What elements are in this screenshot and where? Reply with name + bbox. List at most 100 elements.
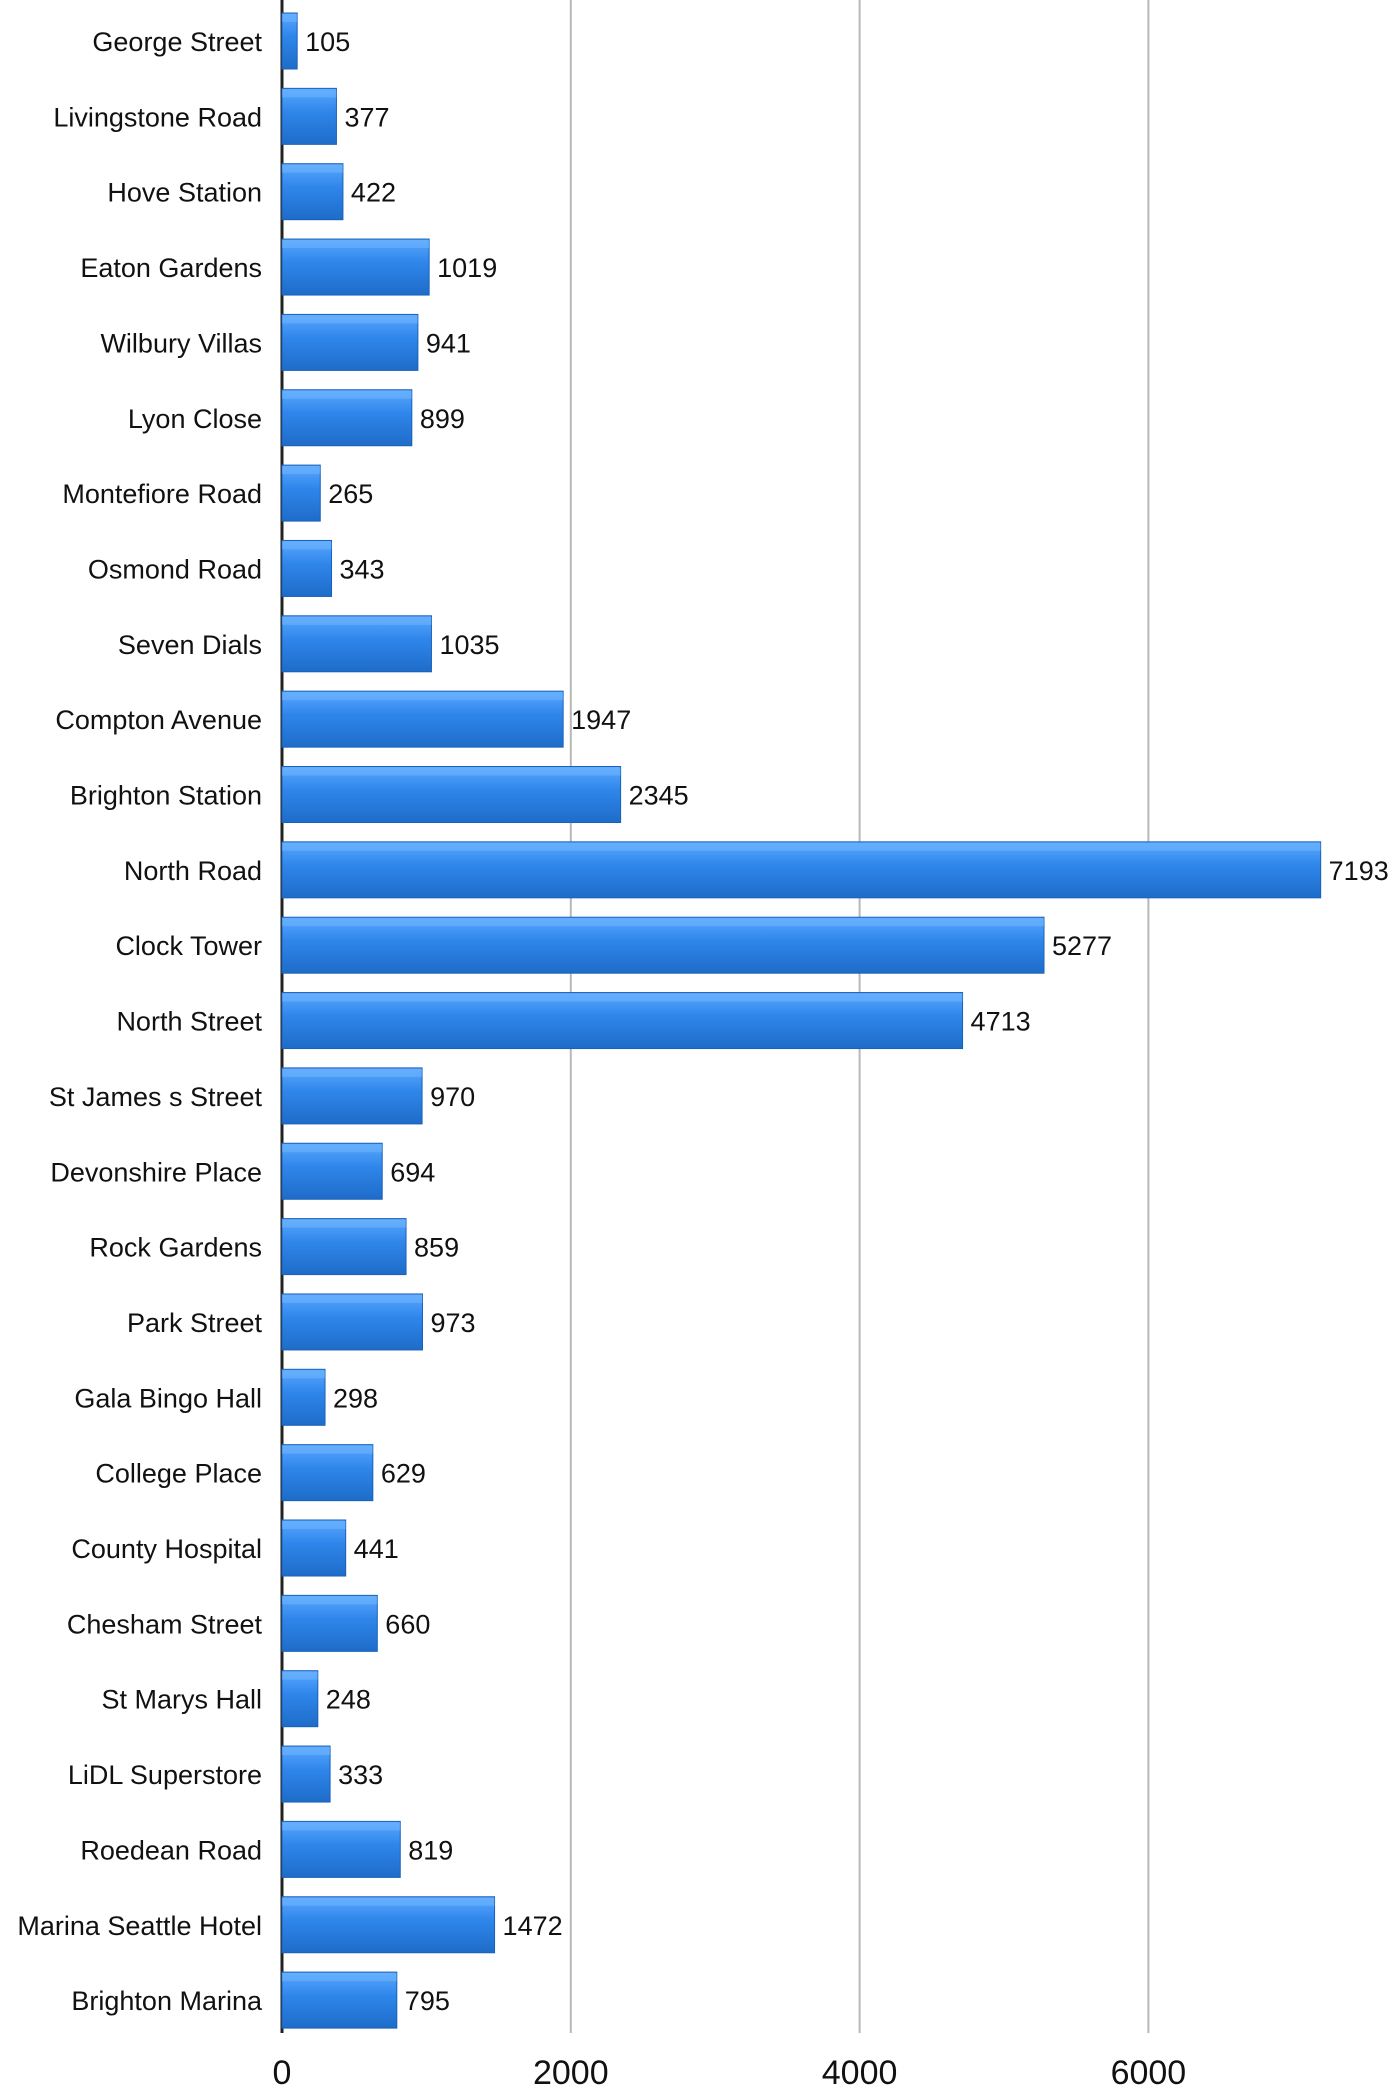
x-tick-label-2000: 2000 — [533, 2054, 609, 2088]
bar-highlight-25 — [282, 1897, 495, 1906]
bar-17 — [281, 1293, 424, 1351]
bar-24 — [281, 1820, 401, 1878]
bar-group-7: Osmond Road 343 — [88, 539, 385, 597]
bar-highlight-17 — [282, 1294, 423, 1303]
value-label-16: 859 — [414, 1233, 459, 1263]
bar-6 — [281, 464, 321, 522]
bar-highlight-18 — [282, 1370, 326, 1379]
value-label-24: 819 — [408, 1835, 453, 1865]
bar-12 — [281, 916, 1045, 974]
bar-group-6: Montefiore Road 265 — [62, 464, 373, 522]
value-label-26: 795 — [405, 1986, 450, 2016]
bar-4 — [281, 313, 419, 371]
value-label-6: 265 — [328, 479, 373, 509]
value-label-22: 248 — [326, 1685, 371, 1715]
value-label-10: 2345 — [629, 781, 689, 811]
bar-group-19: College Place 629 — [95, 1444, 426, 1502]
bar-group-12: Clock Tower 5277 — [115, 916, 1112, 974]
bar-20 — [281, 1519, 347, 1577]
value-label-21: 660 — [385, 1609, 430, 1639]
category-label-1: Livingstone Road — [53, 102, 262, 132]
bar-highlight-0 — [282, 14, 298, 22]
value-label-20: 441 — [354, 1534, 399, 1564]
bar-group-11: North Road 7193 — [124, 841, 1389, 899]
bar-highlight-8 — [282, 616, 432, 625]
bar-highlight-7 — [282, 541, 332, 550]
bar-13 — [281, 992, 964, 1050]
bar-3 — [281, 238, 430, 296]
category-label-2: Hove Station — [107, 178, 262, 208]
bar-group-0: George Street 105 — [92, 12, 350, 70]
bar-highlight-14 — [282, 1068, 423, 1077]
value-label-4: 941 — [426, 328, 471, 358]
bar-group-8: Seven Dials 1035 — [118, 615, 500, 673]
value-label-12: 5277 — [1052, 931, 1112, 961]
bar-23 — [281, 1745, 331, 1803]
bar-group-2: Hove Station 422 — [107, 163, 396, 221]
bar-highlight-2 — [282, 164, 343, 173]
category-label-11: North Road — [124, 856, 262, 886]
bar-highlight-16 — [282, 1219, 407, 1228]
bar-9 — [281, 690, 564, 748]
bar-highlight-20 — [282, 1521, 346, 1529]
category-label-13: North Street — [116, 1007, 262, 1037]
category-label-20: County Hospital — [71, 1534, 262, 1564]
bar-2 — [281, 163, 344, 221]
bar-11 — [281, 841, 1322, 899]
category-label-5: Lyon Close — [128, 404, 262, 434]
category-label-19: College Place — [95, 1459, 262, 1489]
value-label-15: 694 — [390, 1157, 435, 1187]
bar-highlight-19 — [282, 1445, 373, 1454]
bar-group-5: Lyon Close 899 — [128, 389, 465, 447]
value-label-1: 377 — [344, 102, 389, 132]
category-label-16: Rock Gardens — [89, 1233, 262, 1263]
bar-18 — [281, 1368, 326, 1426]
bar-group-17: Park Street 973 — [127, 1293, 476, 1351]
bar-group-22: St Marys Hall 248 — [101, 1670, 371, 1728]
bar-16 — [281, 1218, 407, 1276]
value-label-13: 4713 — [971, 1007, 1031, 1037]
bar-group-4: Wilbury Villas 941 — [100, 313, 471, 371]
category-label-4: Wilbury Villas — [100, 328, 262, 358]
bar-25 — [281, 1896, 496, 1954]
category-label-17: Park Street — [127, 1308, 263, 1338]
bar-highlight-15 — [282, 1144, 383, 1153]
category-label-3: Eaton Gardens — [80, 253, 262, 283]
bar-19 — [281, 1444, 374, 1502]
bar-highlight-5 — [282, 390, 412, 399]
bar-highlight-6 — [282, 466, 321, 475]
category-label-10: Brighton Station — [70, 781, 262, 811]
value-label-3: 1019 — [437, 253, 497, 283]
value-label-18: 298 — [333, 1383, 378, 1413]
bar-21 — [281, 1594, 378, 1652]
bar-group-3: Eaton Gardens 1019 — [80, 238, 497, 296]
bar-highlight-13 — [282, 993, 963, 1002]
bar-group-25: Marina Seattle Hotel 1472 — [17, 1896, 563, 1954]
value-label-9: 1947 — [571, 705, 631, 735]
bar-highlight-1 — [282, 89, 337, 98]
bar-highlight-11 — [282, 842, 1321, 851]
value-label-25: 1472 — [503, 1911, 563, 1941]
bar-group-15: Devonshire Place 694 — [50, 1142, 435, 1200]
bar-26 — [281, 1971, 398, 2029]
category-label-6: Montefiore Road — [62, 479, 262, 509]
bar-5 — [281, 389, 413, 447]
category-label-24: Roedean Road — [80, 1835, 262, 1865]
bar-22 — [281, 1670, 319, 1728]
category-label-7: Osmond Road — [88, 554, 262, 584]
bar-group-13: North Street 4713 — [116, 992, 1031, 1050]
bar-highlight-10 — [282, 767, 621, 776]
value-label-5: 899 — [420, 404, 465, 434]
bar-group-24: Roedean Road 819 — [80, 1820, 453, 1878]
value-label-2: 422 — [351, 178, 396, 208]
bar-group-10: Brighton Station 2345 — [70, 766, 689, 823]
bar-highlight-9 — [282, 692, 564, 701]
value-label-23: 333 — [338, 1760, 383, 1790]
category-label-12: Clock Tower — [115, 931, 262, 961]
x-tick-label-0: 0 — [273, 2054, 292, 2088]
bar-group-21: Chesham Street 660 — [67, 1594, 430, 1652]
value-label-0: 105 — [305, 27, 350, 57]
value-label-14: 970 — [430, 1082, 475, 1112]
bar-group-23: LiDL Superstore 333 — [68, 1745, 383, 1803]
